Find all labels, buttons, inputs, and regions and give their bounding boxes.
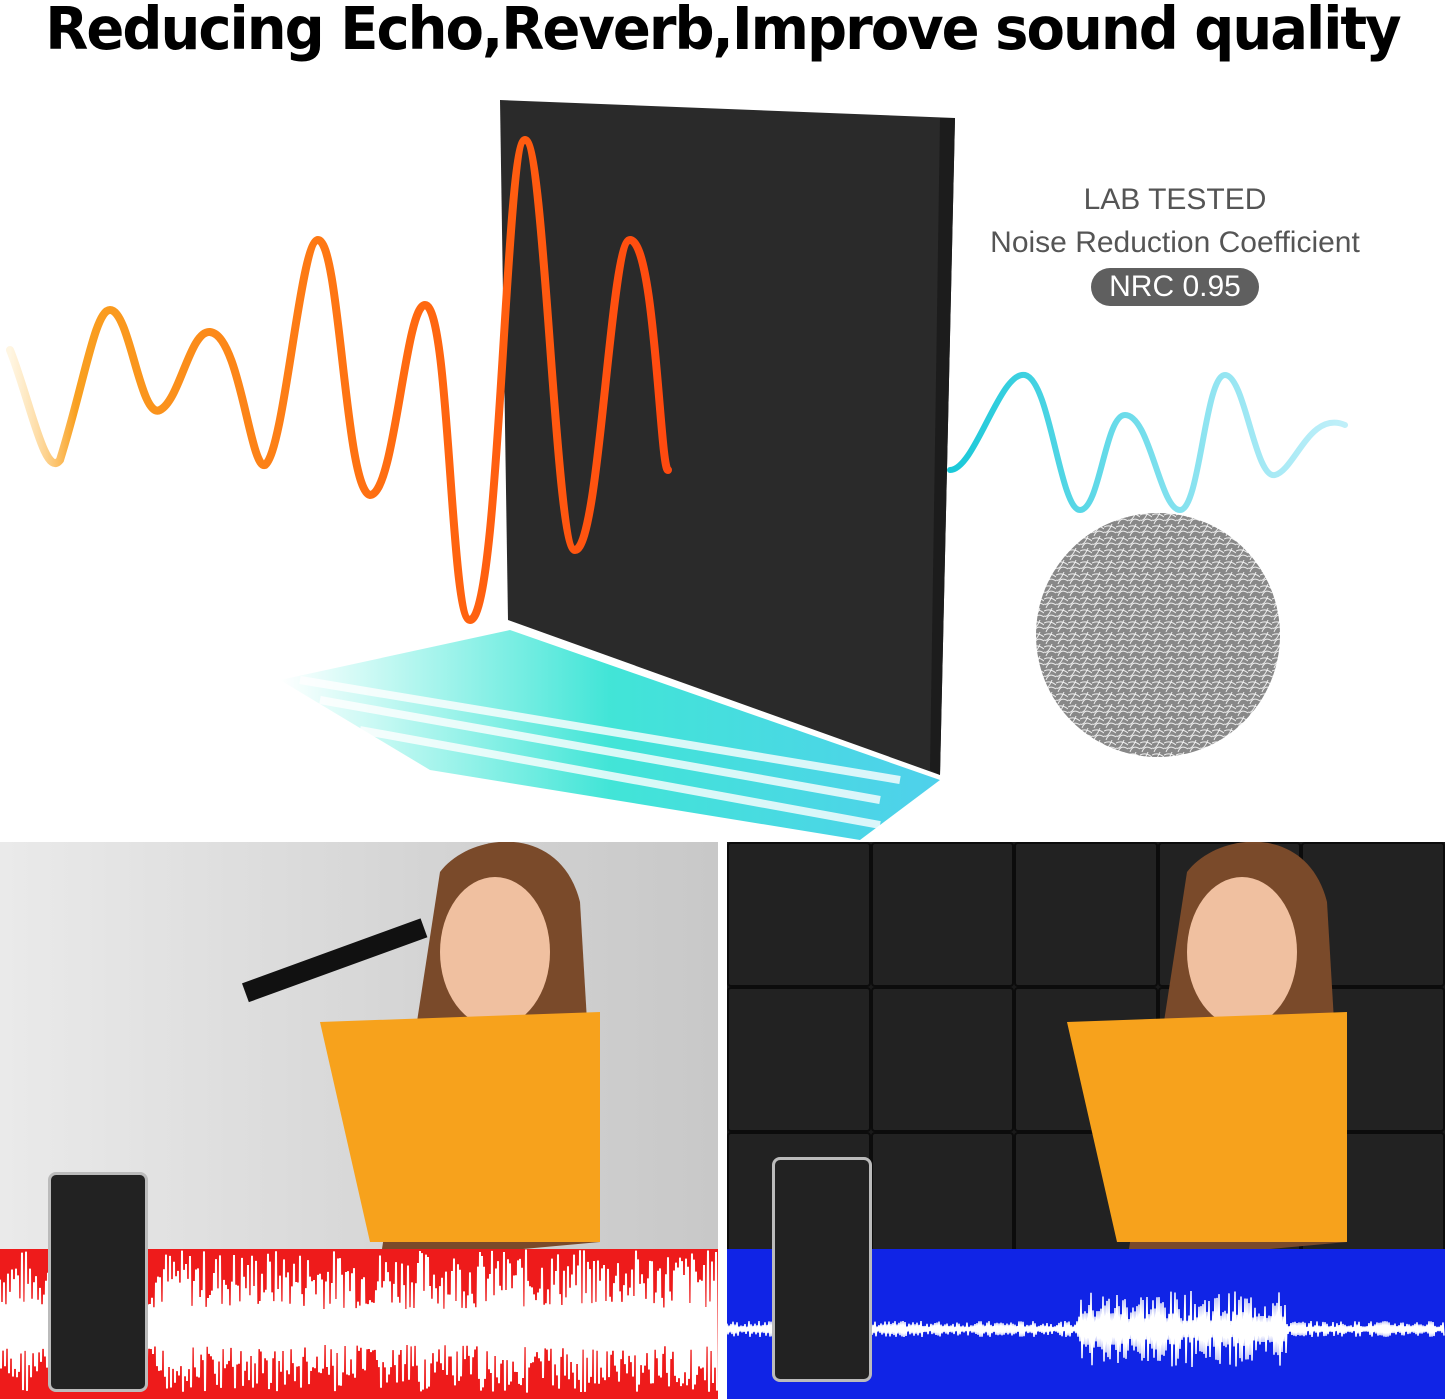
after-panel	[727, 842, 1445, 1399]
sound-absorption-illustration	[6, 100, 1348, 840]
headline: Reducing Echo,Reverb,Improve sound quali…	[45, 0, 1401, 64]
lab-tested-label: LAB TESTED	[1083, 183, 1267, 216]
singer-illustration	[242, 842, 600, 1262]
before-panel	[0, 842, 718, 1399]
outgoing-sound-wave	[947, 371, 1348, 514]
incoming-sound-wave	[6, 135, 672, 625]
nrc-badge: NRC 0.95	[1091, 268, 1259, 306]
audio-recorder-icon	[772, 1157, 872, 1382]
audio-recorder-icon	[48, 1172, 148, 1392]
singer-illustration	[1067, 842, 1347, 1262]
acoustic-panel	[500, 100, 955, 775]
nrc-info: LAB TESTED Noise Reduction Coefficient N…	[960, 180, 1390, 306]
fiber-closeup	[1036, 513, 1280, 757]
floor-shadow-stripes	[280, 630, 940, 840]
nrc-label: Noise Reduction Coefficient	[990, 226, 1360, 259]
